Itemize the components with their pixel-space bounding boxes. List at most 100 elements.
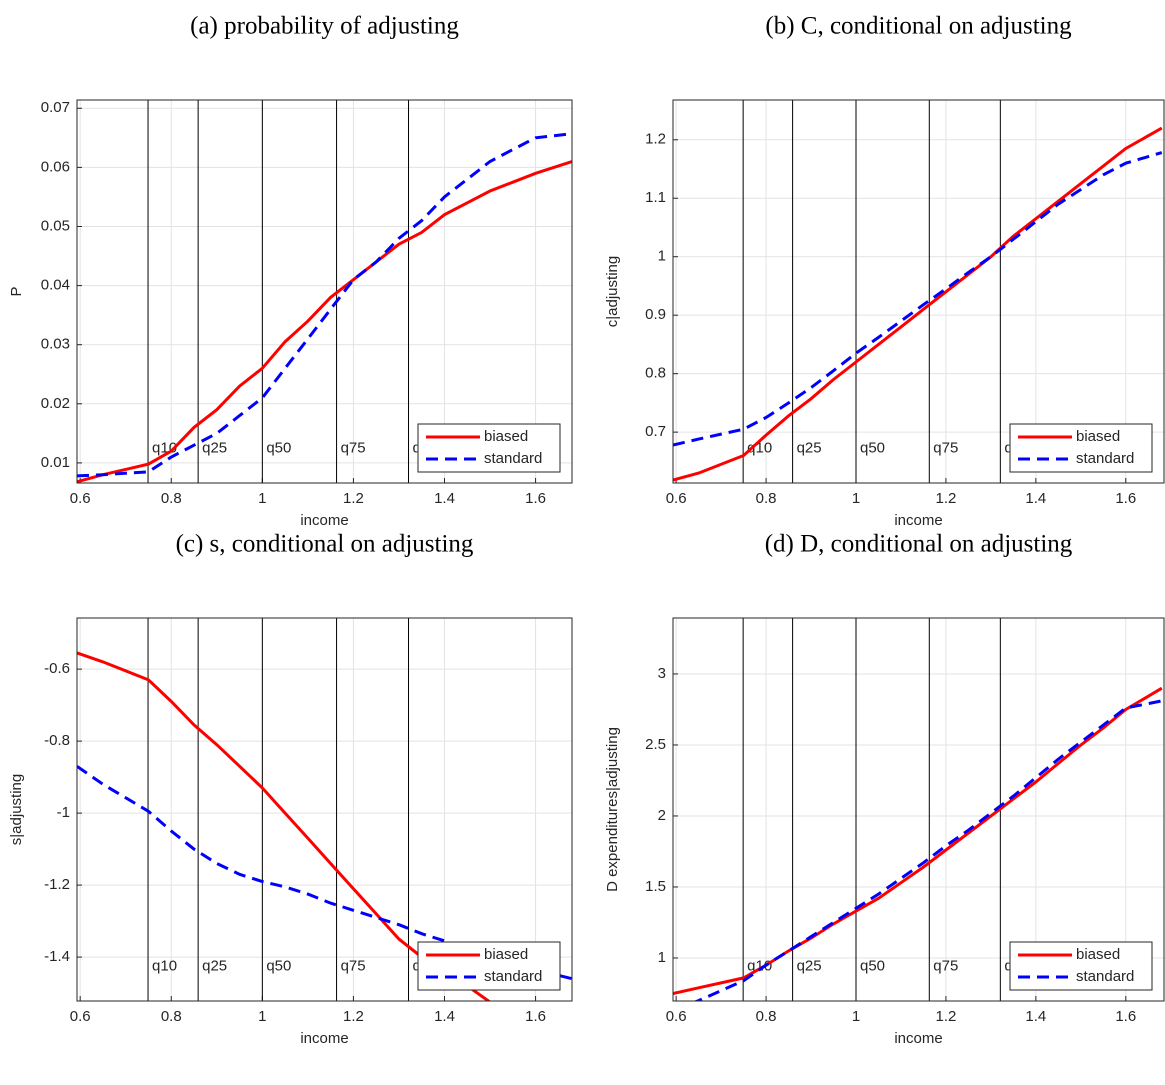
y-tick-label: 0.04 <box>41 277 70 294</box>
subplot: (c) s, conditional on adjusting 0.6 0.8 1 1.… <box>8 531 573 1047</box>
y-tick-label: 0.7 <box>645 423 666 440</box>
quantile-label: q50 <box>860 439 885 456</box>
x-tick-label: 1.2 <box>935 1008 956 1025</box>
subplot-title: (b) C, conditional on adjusting <box>765 13 1072 40</box>
y-tick-label: 0.8 <box>645 365 666 382</box>
y-tick-label: 0.01 <box>41 454 70 471</box>
subplot-title: (c) s, conditional on adjusting <box>176 531 474 558</box>
legend-label: standard <box>1076 450 1134 467</box>
y-tick-label: -0.6 <box>44 660 70 677</box>
x-tick-label: 1.2 <box>935 490 956 507</box>
quantile-label: q10 <box>747 957 772 974</box>
y-tick-label: 1.1 <box>645 189 666 206</box>
subplot-title: (d) D, conditional on adjusting <box>765 531 1073 558</box>
x-tick-label: 0.8 <box>161 490 182 507</box>
y-tick-label: 1.2 <box>645 131 666 148</box>
plot-area <box>673 100 1164 483</box>
x-tick-label: 1 <box>258 1008 266 1025</box>
series-line <box>77 765 572 981</box>
y-tick-label: 1 <box>658 248 666 265</box>
y-tick-label: 0.06 <box>41 158 70 175</box>
legend-label: standard <box>1076 968 1134 985</box>
x-tick-label: 1.2 <box>343 1008 364 1025</box>
x-tick-label: 0.6 <box>70 1008 91 1025</box>
x-tick-label: 1.4 <box>434 490 455 507</box>
x-tick-label: 1.6 <box>525 490 546 507</box>
y-axis-label: D expenditures|adjusting <box>604 727 621 892</box>
y-tick-label: -1 <box>57 804 70 821</box>
quantile-label: q25 <box>202 439 227 456</box>
x-tick-label: 1.4 <box>1025 1008 1046 1025</box>
quantile-label: q25 <box>202 957 227 974</box>
x-tick-label: 1 <box>852 490 860 507</box>
legend-label: standard <box>484 968 542 985</box>
quantile-label: q50 <box>266 439 291 456</box>
axes-box <box>76 99 573 484</box>
y-tick-label: 1.5 <box>645 878 666 895</box>
x-tick-label: 1.6 <box>1115 490 1136 507</box>
y-tick-label: -0.8 <box>44 732 70 749</box>
y-tick-label: 2.5 <box>645 736 666 753</box>
y-tick-label: 0.9 <box>645 306 666 323</box>
quantile-label: q10 <box>747 439 772 456</box>
x-tick-label: 1 <box>258 490 266 507</box>
legend-box <box>1009 941 1153 991</box>
legend-label: biased <box>484 428 528 445</box>
quantile-label: q75 <box>933 957 958 974</box>
x-tick-label: 1 <box>852 1008 860 1025</box>
series-line <box>77 160 572 483</box>
x-tick-label: 1.4 <box>434 1008 455 1025</box>
plot-area <box>673 618 1164 1001</box>
x-tick-label: 1.4 <box>1025 490 1046 507</box>
x-tick-label: 1.6 <box>1115 1008 1136 1025</box>
quantile-label: q25 <box>797 957 822 974</box>
y-tick-label: 0.05 <box>41 217 70 234</box>
y-tick-label: -1.2 <box>44 876 70 893</box>
subplot: (b) C, conditional on adjusting 0.6 0.8 1 1.… <box>604 13 1165 529</box>
y-axis-label: s|adjusting <box>8 774 25 845</box>
plot-area <box>77 618 572 1001</box>
plot-area <box>77 100 572 483</box>
x-axis-label: income <box>894 1030 942 1047</box>
y-tick-label: 1 <box>658 949 666 966</box>
legend-label: biased <box>484 946 528 963</box>
series-line <box>693 699 1163 1001</box>
quantile-label: q25 <box>797 439 822 456</box>
x-axis-label: income <box>894 512 942 529</box>
axes-box <box>672 99 1165 484</box>
x-tick-label: 1.6 <box>525 1008 546 1025</box>
x-tick-label: 0.6 <box>666 490 687 507</box>
legend-label: standard <box>484 450 542 467</box>
y-tick-label: -1.4 <box>44 948 70 965</box>
y-tick-label: 0.02 <box>41 395 70 412</box>
legend-box <box>1009 423 1153 473</box>
quantile-label: q50 <box>266 957 291 974</box>
series-line <box>673 686 1163 995</box>
quantile-label: q10 <box>152 957 177 974</box>
quantile-label: q75 <box>933 439 958 456</box>
x-axis-label: income <box>300 1030 348 1047</box>
quantile-label: q50 <box>860 957 885 974</box>
quantile-label: q75 <box>341 957 366 974</box>
legend-box <box>417 423 561 473</box>
x-tick-label: 0.8 <box>756 490 777 507</box>
legend-box <box>417 941 561 991</box>
quantile-label: q75 <box>341 439 366 456</box>
y-tick-label: 0.03 <box>41 336 70 353</box>
legend-label: biased <box>1076 428 1120 445</box>
x-axis-label: income <box>300 512 348 529</box>
subplot: (a) probability of adjusting 0.6 0.8 1 1.2 1.… <box>8 13 573 529</box>
x-tick-label: 0.8 <box>161 1008 182 1025</box>
x-tick-label: 0.8 <box>756 1008 777 1025</box>
x-tick-label: 1.2 <box>343 490 364 507</box>
series-line <box>673 126 1163 482</box>
subplot-title: (a) probability of adjusting <box>190 13 459 40</box>
y-axis-label: P <box>8 286 25 296</box>
legend-label: biased <box>1076 946 1120 963</box>
x-tick-label: 0.6 <box>666 1008 687 1025</box>
y-tick-label: 3 <box>658 665 666 682</box>
y-tick-label: 0.07 <box>41 99 70 116</box>
axes-box <box>672 617 1165 1002</box>
axes-box <box>76 617 573 1002</box>
